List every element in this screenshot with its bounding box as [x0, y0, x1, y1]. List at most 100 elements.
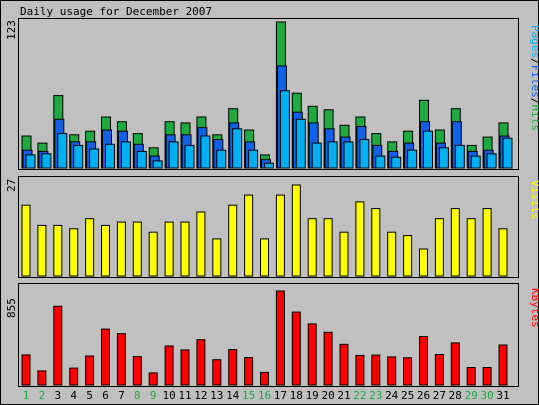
visits-bar — [434, 218, 444, 277]
x-tick-label: 27 — [433, 389, 446, 402]
visits-bar — [498, 228, 508, 277]
kbytes-bar — [228, 349, 238, 386]
x-tick-label: 3 — [54, 389, 61, 402]
kbytes-bar — [355, 354, 365, 386]
visits-bar — [85, 218, 95, 277]
x-tick-label: 8 — [134, 389, 141, 402]
x-tick-label: 10 — [162, 389, 175, 402]
visits-bar — [482, 208, 492, 277]
visits-bar — [132, 221, 142, 277]
visits-ymax-label: 27 — [5, 179, 18, 192]
visits-bar — [466, 218, 476, 277]
chart-title: Daily usage for December 2007 — [20, 5, 212, 18]
legend-kbytes: KBytes — [529, 288, 539, 328]
pages-bar — [184, 144, 195, 169]
legend-visits: Visits — [529, 180, 539, 220]
kbytes-bar — [387, 356, 397, 386]
kbytes-bar — [339, 343, 349, 386]
kbytes-bar — [371, 354, 381, 386]
legend-hits: Hits — [529, 105, 539, 132]
visits-bars — [21, 184, 508, 277]
x-tick-label: 22 — [353, 389, 366, 402]
legend-separator-1: / — [529, 58, 539, 65]
visits-bar — [164, 221, 174, 277]
x-tick-label: 13 — [210, 389, 223, 402]
x-tick-label: 30 — [480, 389, 493, 402]
visits-bar — [21, 204, 31, 277]
x-tick-label: 19 — [306, 389, 319, 402]
pages-bar — [454, 144, 465, 169]
visits-bar — [355, 201, 365, 277]
visits-bar — [116, 221, 126, 277]
x-tick-label: 21 — [337, 389, 350, 402]
kbytes-bar — [148, 372, 158, 386]
pages-bar — [264, 162, 274, 169]
visits-bar — [275, 194, 285, 277]
visits-bar — [69, 228, 79, 277]
kbytes-bar — [307, 323, 317, 386]
kbytes-bar — [419, 336, 428, 386]
pages-bar — [407, 149, 418, 169]
kbytes-bar — [53, 305, 63, 386]
x-tick-label: 28 — [449, 389, 462, 402]
x-axis-day-labels: 1 2 3 4 5 6 7 8 9 10 11 12 13 14 15 16 17 18 19 20 21 22 23 24 2… — [23, 389, 510, 402]
pages-bar — [168, 141, 179, 169]
kbytes-bar — [180, 349, 190, 386]
x-tick-label: 9 — [150, 389, 157, 402]
pages-bar — [423, 130, 433, 169]
kbytes-bar — [132, 356, 142, 386]
panel-kbytes: 855 KBytes — [5, 283, 539, 387]
kbytes-bar — [403, 357, 413, 386]
kbytes-bar — [101, 328, 110, 386]
kbytes-bar — [434, 354, 444, 386]
visits-bar — [403, 235, 413, 277]
kbytes-bar — [116, 333, 126, 386]
pages-bar — [73, 144, 84, 169]
x-tick-label: 23 — [369, 389, 382, 402]
x-tick-label: 15 — [242, 389, 255, 402]
pages-bar — [311, 142, 322, 169]
visits-bar — [228, 204, 238, 277]
visits-bar — [260, 238, 269, 277]
visits-bar — [180, 221, 190, 277]
kbytes-bar — [323, 331, 333, 386]
kbytes-bar — [291, 311, 301, 386]
pages-bar — [25, 154, 36, 169]
visits-bar — [196, 211, 206, 277]
x-tick-label: 29 — [465, 389, 478, 402]
pages-bar — [216, 149, 227, 169]
pages-bar — [375, 155, 386, 169]
x-tick-label: 12 — [194, 389, 207, 402]
kbytes-bar — [260, 371, 269, 386]
visits-bar — [244, 194, 254, 277]
kbytes-bar — [466, 367, 476, 386]
x-tick-label: 1 — [23, 389, 30, 402]
x-tick-label: 2 — [39, 389, 46, 402]
legend-separator-2: / — [529, 98, 539, 105]
svg-text:Pages/Files/Hits: Pages/Files/Hits — [529, 25, 539, 131]
pages-bar — [391, 156, 402, 169]
pages-bar — [57, 133, 68, 169]
visits-bar — [419, 248, 428, 277]
visits-bar — [148, 231, 158, 277]
pages-bar — [502, 137, 513, 169]
visits-bar — [53, 224, 63, 277]
hits-files-pages-bars — [21, 21, 513, 169]
x-tick-label: 4 — [70, 389, 77, 402]
pages-bar — [359, 139, 370, 169]
x-tick-label: 24 — [385, 389, 399, 402]
pages-bar — [486, 153, 497, 169]
pages-bar — [295, 118, 306, 169]
pages-bar — [279, 90, 290, 169]
visits-bar — [212, 238, 222, 277]
visits-bar — [291, 184, 301, 277]
kbytes-bar — [69, 367, 79, 386]
legend-files: Files — [529, 65, 539, 98]
pages-bar — [105, 143, 115, 169]
pages-bar — [470, 155, 481, 169]
visits-bar — [339, 231, 349, 277]
visits-bar — [450, 208, 460, 277]
pages-bar — [136, 150, 147, 169]
x-tick-label: 25 — [401, 389, 414, 402]
pages-bar — [41, 153, 52, 169]
